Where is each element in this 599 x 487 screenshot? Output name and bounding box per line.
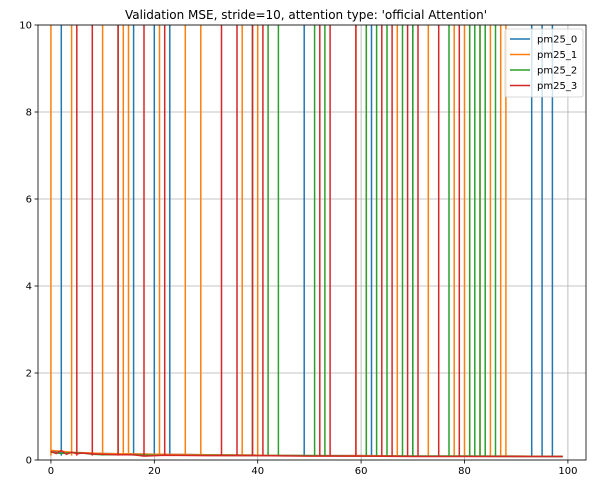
legend: pm25_0 pm25_1 pm25_2 pm25_3 [504, 28, 584, 98]
legend-label: pm25_3 [537, 81, 577, 92]
y-tick-label: 2 [26, 369, 32, 380]
x-tick-label: 100 [558, 466, 577, 477]
x-tick-label: 20 [148, 466, 161, 477]
axis-ticks: 0 20 40 60 80 100 0 2 4 6 8 10 [19, 21, 577, 478]
legend-label: pm25_1 [537, 50, 577, 61]
x-tick-label: 40 [251, 466, 264, 477]
x-tick-label: 0 [48, 466, 54, 477]
series-pm25_3 [50, 25, 563, 458]
legend-box [504, 28, 584, 98]
plot-frame [37, 24, 587, 461]
x-tick-label: 60 [355, 466, 368, 477]
series-pm25_2 [50, 25, 563, 458]
y-tick-label: 4 [26, 282, 32, 293]
y-tick-label: 6 [26, 195, 32, 206]
y-tick-label: 10 [19, 21, 32, 32]
x-tick-label: 80 [458, 466, 471, 477]
legend-label: pm25_0 [537, 35, 577, 46]
series-line [50, 449, 563, 458]
legend-label: pm25_2 [537, 66, 577, 77]
chart-title: Validation MSE, stride=10, attention typ… [125, 8, 487, 22]
series-layer [50, 25, 563, 458]
y-tick-label: 0 [26, 456, 32, 467]
grid [38, 24, 586, 461]
y-tick-label: 8 [26, 108, 32, 119]
